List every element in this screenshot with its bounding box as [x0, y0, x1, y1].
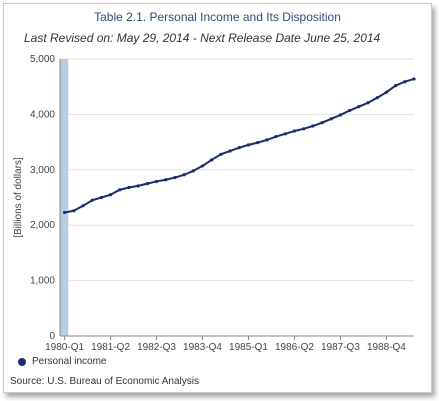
- data-point: [311, 124, 315, 128]
- data-point: [265, 138, 269, 142]
- x-tick-label: 1988-Q4: [367, 342, 406, 353]
- data-point: [118, 188, 122, 192]
- data-point: [302, 127, 306, 131]
- data-point: [256, 141, 260, 145]
- axes: [59, 59, 414, 337]
- data-point: [200, 164, 205, 168]
- data-point: [164, 178, 168, 182]
- data-point: [384, 90, 389, 94]
- gridlines: [60, 58, 414, 337]
- data-point: [127, 185, 131, 190]
- x-tick-label: 1986-Q2: [275, 342, 314, 353]
- data-point: [62, 210, 67, 215]
- data-point: [357, 105, 361, 109]
- data-point: [90, 198, 94, 202]
- y-tick-label: 3,000: [30, 165, 55, 176]
- legend-marker: [18, 357, 26, 366]
- y-tick-label: 4,000: [30, 109, 55, 120]
- data-point: [338, 113, 343, 117]
- data-point: [136, 184, 140, 188]
- data-point: [154, 179, 159, 184]
- x-tick-label: 1980-Q1: [45, 342, 84, 353]
- x-tick-label: 1982-Q3: [137, 342, 176, 353]
- data-point: [228, 149, 232, 153]
- y-axis-ticks: 0 1,000 2,000 3,000 4,000 5,000: [30, 54, 55, 342]
- x-tick-label: 1983-Q4: [183, 342, 222, 353]
- data-point: [99, 195, 103, 200]
- x-tick-label: 1987-Q3: [321, 342, 360, 353]
- data-point: [108, 193, 113, 197]
- series-personal-income: [62, 77, 416, 215]
- y-tick-label: 5,000: [30, 54, 55, 65]
- data-point: [246, 143, 251, 147]
- data-point: [412, 77, 416, 81]
- legend: Personal income: [18, 356, 106, 367]
- y-tick-label: 0: [49, 331, 55, 342]
- data-point: [403, 80, 407, 84]
- x-axis-ticks: 1980-Q1 1981-Q2 1982-Q3 1983-Q4 1985-Q1 1986-…: [45, 336, 406, 353]
- data-point: [145, 182, 149, 186]
- data-point: [329, 117, 333, 121]
- data-point: [210, 158, 214, 162]
- data-point: [72, 209, 76, 213]
- highlight-band: [60, 59, 69, 336]
- data-point: [320, 121, 324, 125]
- data-point: [274, 134, 278, 139]
- data-point: [348, 108, 352, 113]
- line-chart: 0 1,000 2,000 3,000 4,000 5,000 1980-Q1 1981-Q…: [13, 54, 416, 353]
- legend-label: Personal income: [32, 356, 107, 367]
- source-note: Source: U.S. Bureau of Economic Analysis: [10, 376, 199, 387]
- series-line: [64, 77, 415, 214]
- chart-frame: Table 2.1. Personal Income and Its Dispo…: [3, 3, 432, 393]
- data-point: [182, 173, 186, 177]
- chart-subtitle: Last Revised on: May 29, 2014 - Next Rel…: [24, 31, 381, 45]
- data-point: [394, 83, 398, 88]
- data-point: [173, 175, 177, 180]
- highlight-bar: [60, 59, 69, 336]
- data-point: [375, 96, 379, 100]
- data-point: [219, 152, 223, 156]
- data-point: [292, 129, 297, 133]
- y-tick-label: 1,000: [30, 276, 55, 287]
- x-tick-label: 1981-Q2: [91, 342, 130, 353]
- data-point: [191, 169, 195, 173]
- data-point: [81, 204, 85, 208]
- y-axis-label: [Billions of dollars]: [13, 157, 24, 238]
- data-point: [366, 101, 370, 105]
- x-tick-label: 1985-Q1: [229, 342, 268, 353]
- data-point: [237, 146, 241, 150]
- chart-title: Table 2.1. Personal Income and Its Dispo…: [94, 10, 341, 24]
- y-tick-label: 2,000: [30, 220, 55, 231]
- data-point: [283, 132, 287, 136]
